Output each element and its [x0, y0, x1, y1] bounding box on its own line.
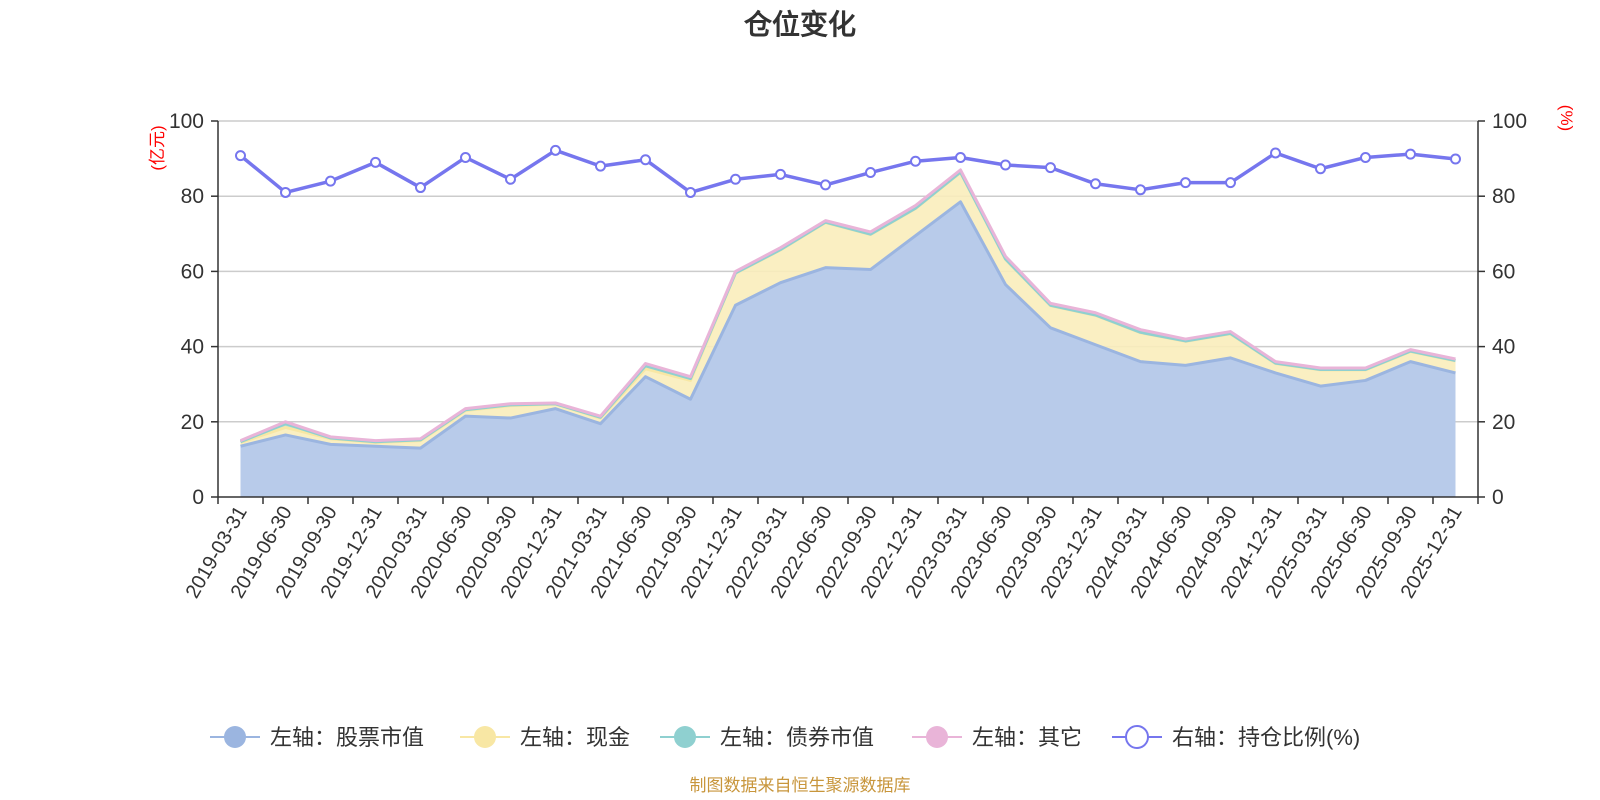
right-y-tick-label: 20 — [1492, 411, 1515, 434]
legend-marker-3 — [674, 726, 696, 748]
area-edge-4 — [239, 168, 1456, 443]
left-y-tick-label: 100 — [169, 110, 204, 133]
legend-label-3: 左轴：债券市值 — [720, 725, 874, 750]
holding-ratio-point — [595, 160, 606, 172]
holding-ratio-point — [1135, 184, 1146, 196]
holding-ratio-point — [280, 186, 291, 198]
holding-ratio-point — [1180, 177, 1191, 189]
area-edge-1 — [240, 200, 1456, 450]
holding-ratio-point — [1090, 178, 1101, 190]
right-y-tick-label: 40 — [1492, 336, 1515, 359]
holding-ratio-point — [415, 182, 426, 194]
right-y-tick-label: 60 — [1492, 260, 1515, 283]
legend-marker-5 — [1125, 725, 1149, 749]
right-y-tick-label: 0 — [1492, 486, 1504, 509]
holding-ratio-point — [1360, 151, 1371, 163]
legend-label-4: 左轴：其它 — [972, 725, 1082, 750]
holding-ratio-point — [1000, 159, 1011, 171]
holding-ratio-point — [1450, 153, 1461, 165]
data-source-note: 制图数据来自恒生聚源数据库 — [690, 776, 911, 795]
left-y-tick-label: 0 — [192, 486, 204, 509]
legend-label-1: 左轴：股票市值 — [270, 725, 424, 750]
left-y-tick-label: 20 — [181, 411, 204, 434]
holding-ratio-point — [1270, 147, 1281, 159]
holding-ratio-point — [640, 154, 651, 166]
holding-ratio-point — [370, 156, 381, 168]
holding-ratio-point — [325, 175, 336, 187]
holding-ratio-point — [460, 151, 471, 163]
area-1 — [240, 201, 1456, 497]
right-y-tick-label: 100 — [1492, 110, 1527, 133]
legend-marker-2 — [474, 726, 496, 748]
holding-ratio-point — [955, 151, 966, 163]
holding-ratio-series — [235, 144, 1461, 198]
holding-ratio-point — [1315, 163, 1326, 175]
holding-ratio-point — [775, 168, 786, 180]
holding-ratio-point — [820, 179, 831, 191]
holding-ratio-point — [505, 173, 516, 185]
left-y-tick-label: 40 — [181, 336, 204, 359]
holding-ratio-point — [685, 186, 696, 198]
holding-ratio-point — [865, 167, 876, 179]
chart-title: 仓位变化 — [744, 8, 856, 40]
stacked-areas — [239, 168, 1456, 497]
holding-ratio-point — [1405, 148, 1416, 160]
legend-marker-1 — [224, 726, 246, 748]
legend-marker-4 — [926, 726, 948, 748]
right-y-tick-label: 80 — [1492, 185, 1515, 208]
legend-label-5: 右轴：持仓比例(%) — [1172, 725, 1360, 750]
legend: 左轴：股票市值 左轴：现金 左轴：债券市值 左轴：其它 右轴：持仓比例(%) — [210, 725, 1360, 750]
holding-ratio-point — [730, 173, 741, 185]
holding-ratio-point — [235, 150, 246, 162]
holding-ratio-point — [910, 155, 921, 167]
left-y-tick-label: 80 — [181, 185, 204, 208]
holding-ratio-line — [239, 148, 1456, 195]
left-y-tick-label: 60 — [181, 260, 204, 283]
holding-ratio-point — [550, 144, 561, 156]
left-axis-unit: (亿元) — [148, 125, 167, 170]
right-axis-unit: (%) — [1557, 105, 1576, 131]
holding-ratio-point — [1045, 162, 1056, 174]
legend-label-2: 左轴：现金 — [520, 725, 630, 750]
holding-ratio-point — [1225, 177, 1236, 189]
